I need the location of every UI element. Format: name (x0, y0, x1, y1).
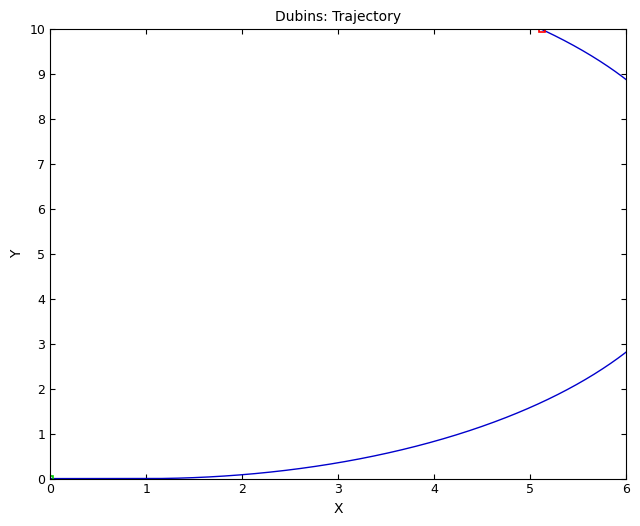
X-axis label: X: X (333, 502, 343, 516)
Y-axis label: Y: Y (10, 250, 24, 258)
Title: Dubins: Trajectory: Dubins: Trajectory (275, 10, 401, 24)
